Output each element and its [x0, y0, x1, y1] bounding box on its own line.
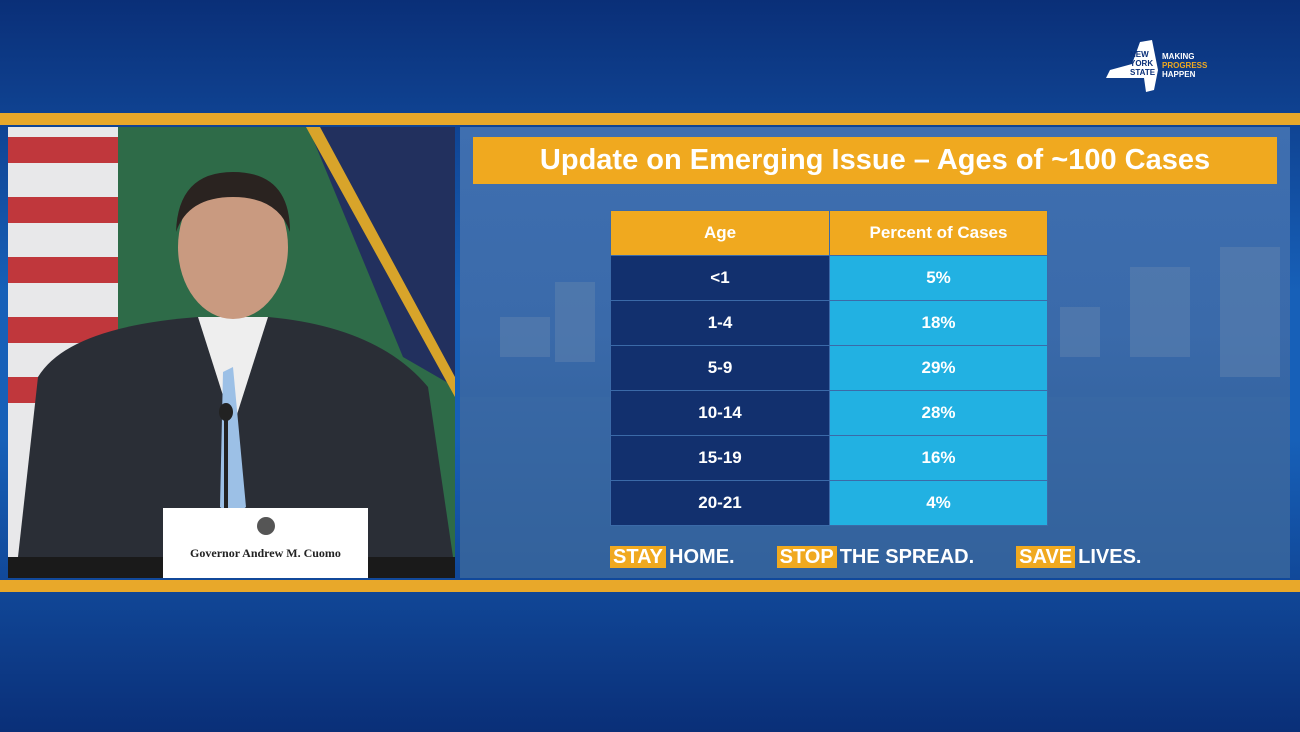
age-cell: 10-14 — [610, 390, 830, 436]
nameplate: Governor Andrew M. Cuomo — [163, 508, 368, 578]
slogan: STOP THE SPREAD. — [776, 546, 975, 572]
table-row: 10-14 28% — [610, 390, 1048, 436]
seal — [256, 517, 275, 535]
logo-text: PROGRESS — [1162, 61, 1208, 70]
percent-cell: 4% — [829, 480, 1048, 526]
slogan-key: STOP — [776, 546, 837, 568]
table-row: 15-19 16% — [610, 435, 1048, 481]
logo-text: NEW — [1130, 50, 1149, 59]
nameplate-text: Governor Andrew M. Cuomo — [190, 546, 341, 560]
age-cell: 5-9 — [610, 345, 830, 391]
age-cell: 15-19 — [610, 435, 830, 481]
slogan: STAY HOME. — [610, 546, 735, 572]
logo-text: YORK — [1130, 59, 1154, 68]
age-cell: <1 — [610, 255, 830, 301]
slogans: STAY HOME. STOP THE SPREAD. SAVE LIVES. — [610, 546, 1290, 572]
slogan-rest: THE SPREAD. — [839, 546, 975, 568]
percent-cell: 18% — [829, 300, 1048, 346]
logo-text: STATE — [1130, 68, 1156, 77]
age-cell: 20-21 — [610, 480, 830, 526]
slogan-rest: HOME. — [669, 546, 735, 568]
logo: NEW YORK STATE MAKING PROGRESS HAPPEN — [1100, 40, 1230, 95]
percent-cell: 29% — [829, 345, 1048, 391]
percent-cell: 5% — [829, 255, 1048, 301]
header-cell: Age — [610, 210, 830, 256]
state-text: NEW YORK STATE — [1130, 50, 1155, 77]
slogan-key: STAY — [610, 546, 667, 568]
video-feed: Governor Andrew M. Cuomo — [8, 127, 455, 578]
state-shape — [1106, 40, 1158, 92]
percent-cell: 16% — [829, 435, 1048, 481]
table-row: 1-4 18% — [610, 300, 1048, 346]
top-band — [0, 113, 1300, 125]
slide: Update on Emerging Issue – Ages of ~100 … — [460, 127, 1290, 578]
table-row: <1 5% — [610, 255, 1048, 301]
logo-text: HAPPEN — [1162, 70, 1196, 79]
slogan-key: SAVE — [1016, 546, 1076, 568]
bottom-band — [0, 580, 1300, 592]
table-row: 5-9 29% — [610, 345, 1048, 391]
slogan-rest: LIVES. — [1078, 546, 1142, 568]
header-cell: Percent of Cases — [829, 210, 1048, 256]
slogan: SAVE LIVES. — [1016, 546, 1142, 572]
data-table: Age Percent of Cases <1 5% 1-4 18% 5-9 29% 10-… — [610, 210, 1048, 526]
table-row: 20-21 4% — [610, 480, 1048, 526]
tagline: MAKING PROGRESS HAPPEN — [1162, 52, 1207, 79]
slide-title: Update on Emerging Issue – Ages of ~100 … — [473, 137, 1277, 184]
age-cell: 1-4 — [610, 300, 830, 346]
header-row: Age Percent of Cases — [610, 210, 1048, 256]
table-body: <1 5% 1-4 18% 5-9 29% 10-14 28% 15-19 16% 20-21 4% — [610, 255, 1048, 526]
logo-text: MAKING — [1162, 52, 1195, 61]
percent-cell: 28% — [829, 390, 1048, 436]
